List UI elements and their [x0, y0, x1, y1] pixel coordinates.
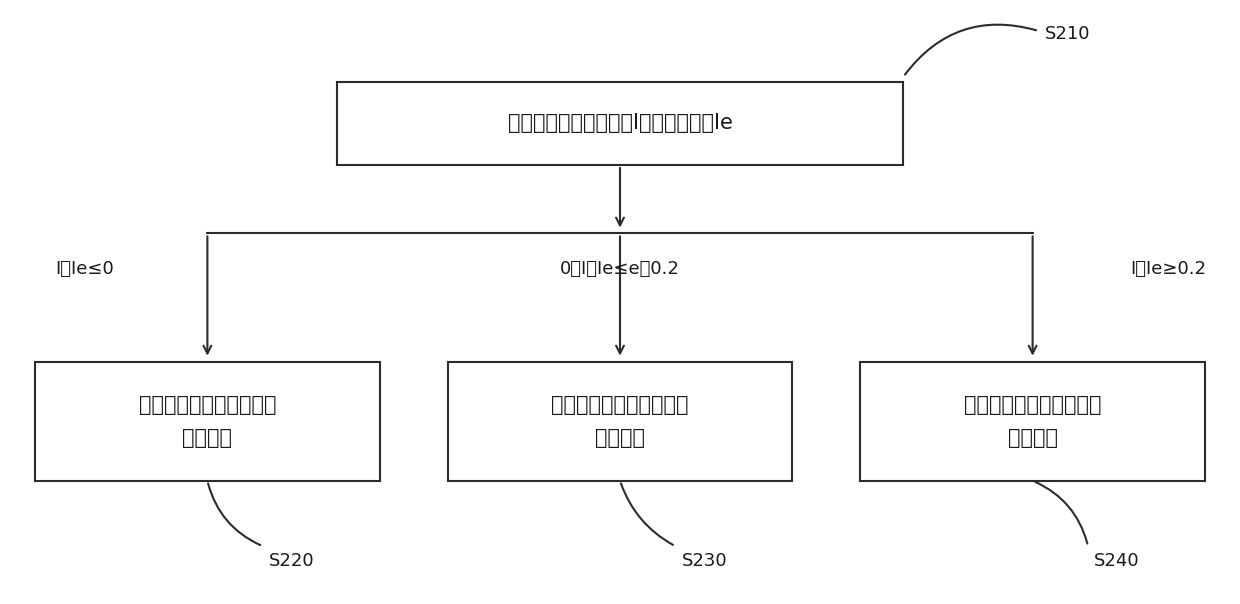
Text: S220: S220 [269, 552, 315, 570]
FancyArrowPatch shape [905, 25, 1037, 75]
Text: 比较室外风机的电流值I与标准电流值Ie: 比较室外风机的电流值I与标准电流值Ie [507, 114, 733, 133]
FancyArrowPatch shape [1035, 482, 1087, 544]
Text: I－Ie≤0: I－Ie≤0 [55, 260, 114, 278]
FancyBboxPatch shape [448, 362, 792, 481]
FancyArrowPatch shape [208, 483, 260, 545]
FancyBboxPatch shape [337, 82, 903, 165]
Text: 0＜I－Ie≤e＜0.2: 0＜I－Ie≤e＜0.2 [560, 260, 680, 278]
Text: 将室外风机的转速控制为
第二转速: 将室外风机的转速控制为 第二转速 [552, 395, 688, 448]
FancyBboxPatch shape [861, 362, 1205, 481]
Text: I－Ie≥0.2: I－Ie≥0.2 [1130, 260, 1207, 278]
Text: 将室外风机的转速控制为
第一转速: 将室外风机的转速控制为 第一转速 [139, 395, 277, 448]
Text: 将室外风机的转速控制为
第三转速: 将室外风机的转速控制为 第三转速 [963, 395, 1101, 448]
Text: S240: S240 [1094, 552, 1140, 570]
Text: S210: S210 [1045, 25, 1090, 43]
FancyArrowPatch shape [621, 483, 673, 545]
Text: S230: S230 [682, 552, 727, 570]
FancyBboxPatch shape [35, 362, 379, 481]
